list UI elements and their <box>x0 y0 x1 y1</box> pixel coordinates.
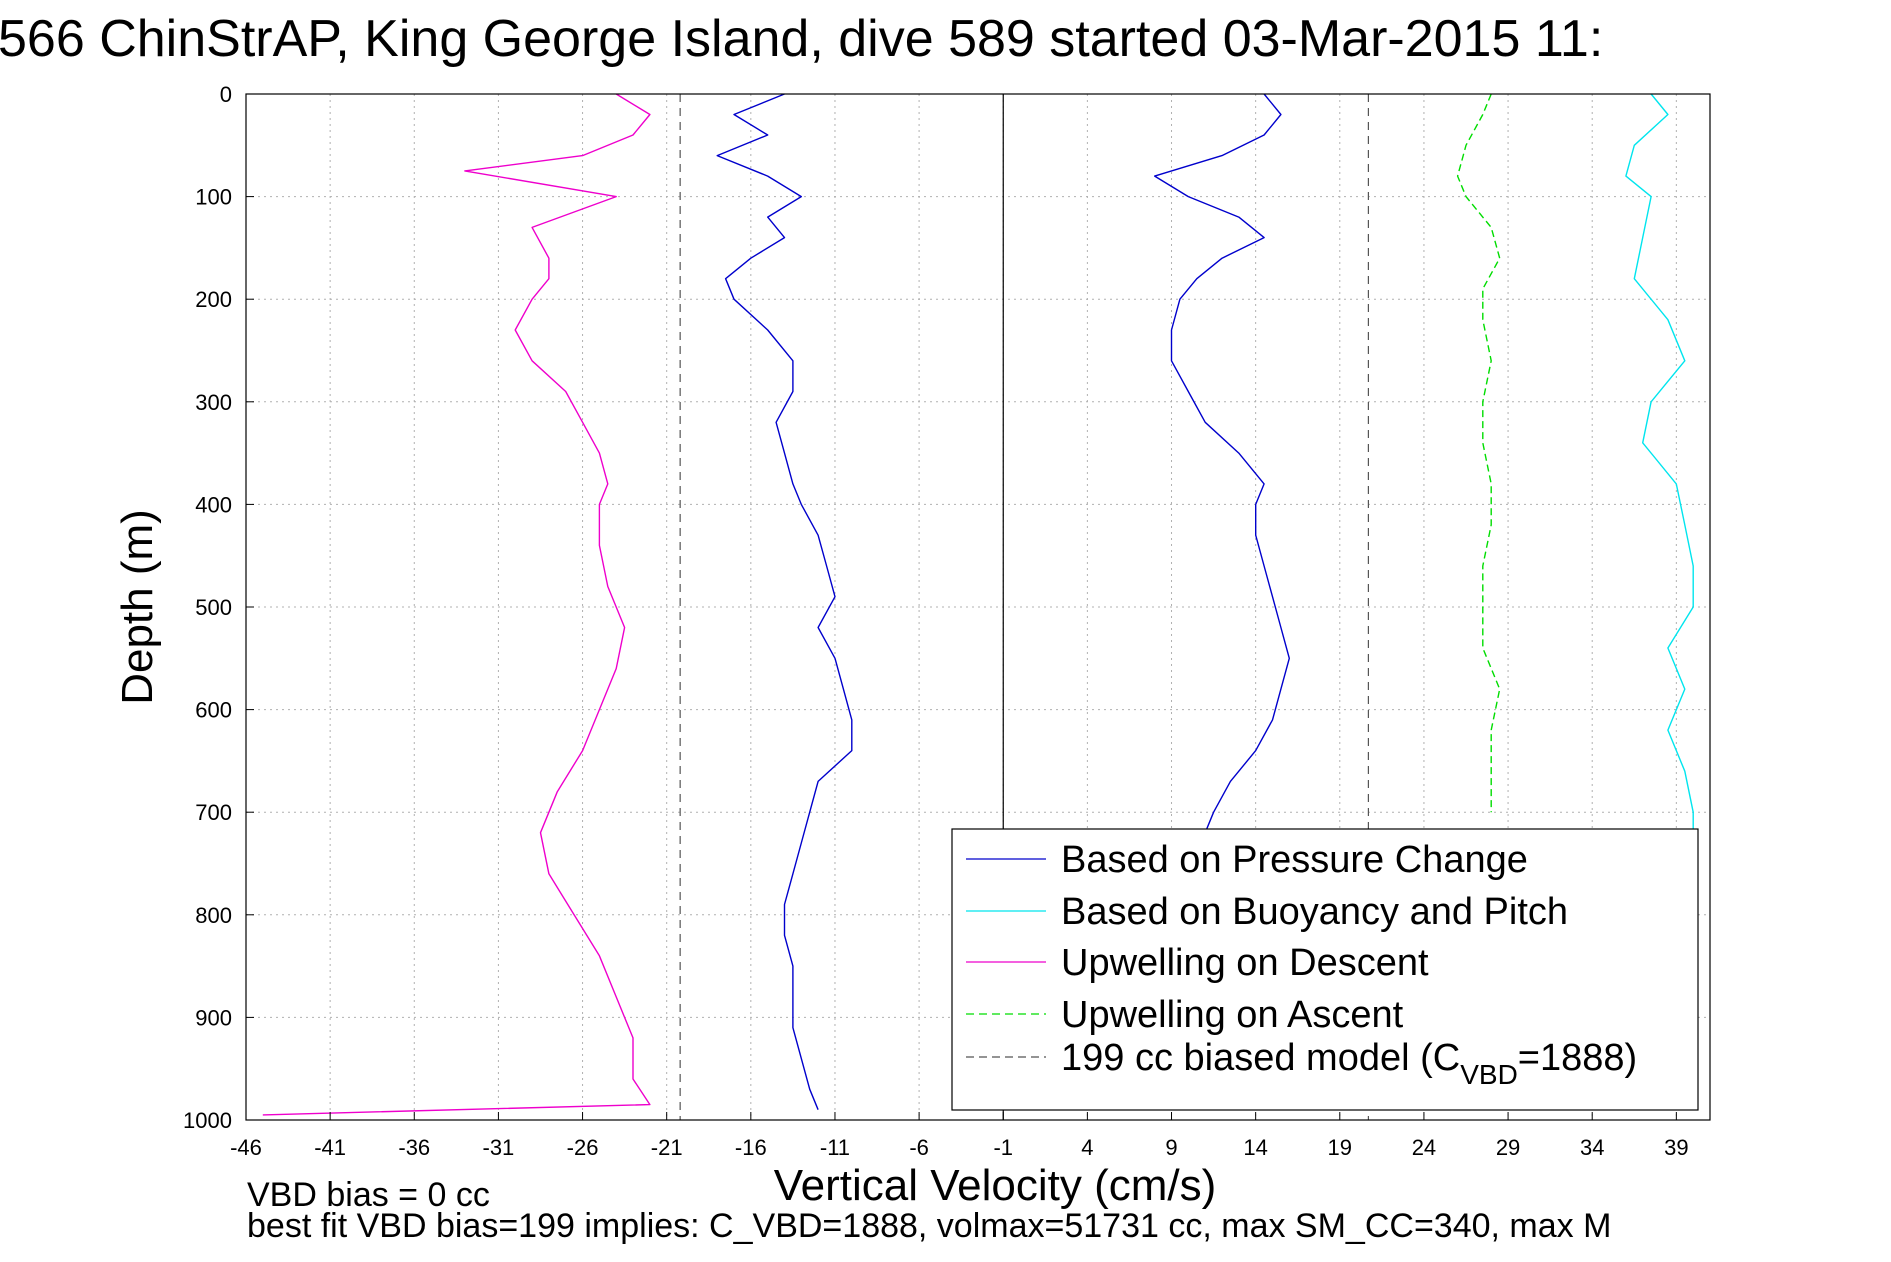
x-tick-label: -36 <box>398 1135 430 1160</box>
x-tick-label: 34 <box>1580 1135 1604 1160</box>
x-axis-ticks: -46 -41 -36 -31 -26 -21 -16 -11 -6 -1 4 9 14 19 24 29 34… <box>230 1112 1689 1160</box>
x-tick-label: 9 <box>1165 1135 1177 1160</box>
footer-best-fit: best fit VBD bias=199 implies: C_VBD=188… <box>247 1207 1611 1245</box>
legend-label-biased-model-end: =1888) <box>1518 1037 1637 1079</box>
legend-box <box>951 828 1699 1111</box>
legend-label-upwelling-ascent: Upwelling on Ascent <box>1061 994 1404 1036</box>
y-tick-label: 900 <box>195 1005 232 1030</box>
x-tick-label: 14 <box>1243 1135 1267 1160</box>
x-tick-label: -11 <box>820 1135 850 1160</box>
series-line <box>716 93 853 1110</box>
x-tick-label: -31 <box>483 1135 515 1160</box>
x-tick-label: 29 <box>1496 1135 1520 1160</box>
legend-label-biased-model-main: 199 cc biased model (C <box>1061 1037 1460 1079</box>
legend-label-biased-model-sub: VBD <box>1460 1059 1518 1090</box>
x-tick-label: 4 <box>1081 1135 1093 1160</box>
y-tick-label: 800 <box>195 903 232 928</box>
x-tick-label: -21 <box>651 1135 683 1160</box>
x-tick-label: -16 <box>735 1135 767 1160</box>
y-tick-label: 600 <box>195 698 232 723</box>
x-tick-label: 24 <box>1412 1135 1436 1160</box>
legend: Based on Pressure Change Based on Buoyan… <box>951 828 1699 1111</box>
y-axis-label: Depth (m) <box>113 509 162 705</box>
y-tick-label: 100 <box>195 185 232 210</box>
legend-label-buoyancy: Based on Buoyancy and Pitch <box>1061 891 1568 933</box>
legend-label-pressure: Based on Pressure Change <box>1061 839 1528 881</box>
series-line <box>1456 93 1501 813</box>
y-tick-label: 1000 <box>183 1108 232 1133</box>
x-tick-label: 19 <box>1328 1135 1352 1160</box>
y-tick-label: 700 <box>195 800 232 825</box>
y-axis-ticks: 0 100 200 300 400 500 600 700 800 900 1000 <box>183 82 254 1133</box>
legend-label-upwelling-descent: Upwelling on Descent <box>1061 942 1429 984</box>
x-tick-label: -26 <box>567 1135 599 1160</box>
y-tick-label: 400 <box>195 492 232 517</box>
x-tick-label: -46 <box>230 1135 262 1160</box>
footer-vbd-bias: VBD bias = 0 cc <box>247 1176 490 1214</box>
x-axis-label: Vertical Velocity (cm/s) <box>774 1161 1217 1210</box>
y-tick-label: 200 <box>195 287 232 312</box>
series-line <box>1625 93 1694 854</box>
x-tick-label: -6 <box>909 1135 929 1160</box>
series-lines <box>262 93 1694 1116</box>
x-tick-label: -41 <box>314 1135 346 1160</box>
series-line <box>262 93 651 1116</box>
y-tick-label: 0 <box>220 82 232 107</box>
chart-title: 566 ChinStrAP, King George Island, dive … <box>0 10 1603 68</box>
y-tick-label: 300 <box>195 390 232 415</box>
x-tick-label: 39 <box>1664 1135 1688 1160</box>
y-tick-label: 500 <box>195 595 232 620</box>
legend-label-biased-model: 199 cc biased model (CVBD=1888) <box>1061 1037 1637 1090</box>
x-tick-label: -1 <box>993 1135 1013 1160</box>
series-line <box>1153 93 1291 833</box>
